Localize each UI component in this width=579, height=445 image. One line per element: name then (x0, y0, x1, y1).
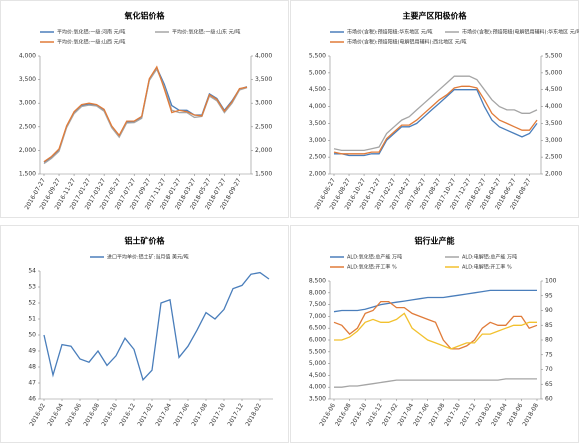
y-tick-label: 52 (28, 300, 36, 307)
series-line (43, 65, 248, 163)
y2-tick-label: 2,500 (545, 154, 562, 161)
series-line (43, 271, 270, 382)
y-tick-label: 46 (28, 396, 36, 403)
y-tick-label: 3,500 (19, 76, 36, 83)
y-tick-label: 47 (28, 380, 36, 387)
y-tick-label: 50 (28, 332, 36, 339)
legend-label: 平均价:氧化铝:一级:山东 元/吨 (172, 29, 240, 36)
series-line (334, 378, 537, 388)
y-tick-label: 4,500 (309, 86, 326, 93)
y-tick-label: 54 (28, 268, 36, 275)
y2-tick-label: 85 (545, 322, 553, 329)
y-tick-label: 2,000 (19, 147, 36, 154)
y2-tick-label: 90 (545, 307, 553, 314)
y2-tick-label: 95 (545, 292, 553, 299)
y-tick-label: 4,000 (309, 384, 326, 391)
legend-label: ALD:氧化铝:总产能 万吨 (347, 254, 402, 261)
y-tick-label: 8,500 (309, 278, 326, 285)
y2-tick-label: 2,000 (255, 147, 272, 154)
series-line (334, 89, 538, 157)
y2-tick-label: 4,500 (545, 86, 562, 93)
y-tick-label: 5,500 (309, 348, 326, 355)
y2-tick-label: 4,000 (545, 103, 562, 110)
y-tick-label: 51 (28, 316, 36, 323)
panel (290, 0, 579, 218)
y-tick-label: 53 (28, 284, 36, 291)
panel (0, 0, 289, 218)
legend-label: ALD:电解铝:总产能 万吨 (462, 254, 517, 261)
y2-tick-label: 100 (545, 278, 557, 285)
y-tick-label: 5,500 (309, 53, 326, 60)
y2-tick-label: 60 (545, 396, 553, 403)
y-tick-label: 8,000 (309, 289, 326, 296)
y-tick-label: 2,000 (309, 171, 326, 178)
y2-tick-label: 80 (545, 337, 553, 344)
y-tick-label: 7,500 (309, 301, 326, 308)
series-line (333, 85, 538, 155)
y2-tick-label: 3,500 (545, 120, 562, 127)
y-tick-label: 3,500 (309, 396, 326, 403)
chart-title: 铝行业产能 (415, 236, 455, 246)
legend-label: 平均价:氧化铝:一级:河南 元/吨 (57, 29, 125, 36)
y-tick-label: 5,000 (309, 69, 326, 76)
series-line (333, 75, 538, 152)
chart-title: 主要产区阳极价格 (403, 11, 468, 21)
series-line (333, 300, 538, 350)
chart-title: 氧化铝价格 (124, 11, 166, 21)
y2-tick-label: 5,500 (545, 53, 562, 60)
y2-tick-label: 70 (545, 366, 553, 373)
y2-tick-label: 1,500 (255, 171, 272, 178)
y2-tick-label: 5,000 (545, 69, 562, 76)
y2-tick-label: 75 (545, 351, 553, 358)
y2-tick-label: 2,000 (545, 171, 562, 178)
y-tick-label: 2,500 (309, 154, 326, 161)
y2-tick-label: 3,500 (255, 76, 272, 83)
y2-tick-label: 2,500 (255, 123, 272, 130)
y2-tick-label: 65 (545, 381, 553, 388)
y-tick-label: 6,000 (309, 337, 326, 344)
y-tick-label: 7,000 (309, 313, 326, 320)
y2-tick-label: 4,000 (255, 53, 272, 60)
y-tick-label: 2,500 (19, 123, 36, 130)
legend-label: 平均价:氧化铝:一级:山西 元/吨 (57, 39, 125, 46)
y-tick-label: 4,000 (19, 53, 36, 60)
y-tick-label: 4,500 (309, 372, 326, 379)
y-tick-label: 3,000 (309, 137, 326, 144)
y-tick-label: 3,000 (19, 100, 36, 107)
panel (290, 225, 579, 443)
y-tick-label: 4,000 (309, 103, 326, 110)
y-tick-label: 1,500 (19, 171, 36, 178)
legend-label: 进口平均单价:铝土矿:当月值 美元/吨 (107, 254, 189, 261)
legend-label: ALD:氧化铝:开工率 % (347, 264, 397, 271)
y-tick-label: 48 (28, 364, 36, 371)
legend-label: 市场价(含税):预焙阳极:华东地区 元/吨 (347, 29, 433, 36)
y2-tick-label: 3,000 (255, 100, 272, 107)
panel (0, 225, 289, 443)
series-line (333, 289, 537, 313)
series-line (334, 312, 537, 350)
legend-label: 市场价(含税):预焙阳极(电解铝用辅料):华东地区 元/吨 (462, 29, 579, 36)
legend-label: 市场价(含税):预焙阳极(电解铝用辅料):西北地区 元/吨 (347, 39, 466, 46)
legend-label: ALD:电解铝:开工率 % (462, 264, 512, 271)
y-tick-label: 5,000 (309, 360, 326, 367)
chart-title: 铝土矿价格 (125, 236, 166, 246)
y2-tick-label: 3,000 (545, 137, 562, 144)
y-tick-label: 6,500 (309, 325, 326, 332)
y-tick-label: 49 (28, 348, 36, 355)
y-tick-label: 3,500 (309, 120, 326, 127)
